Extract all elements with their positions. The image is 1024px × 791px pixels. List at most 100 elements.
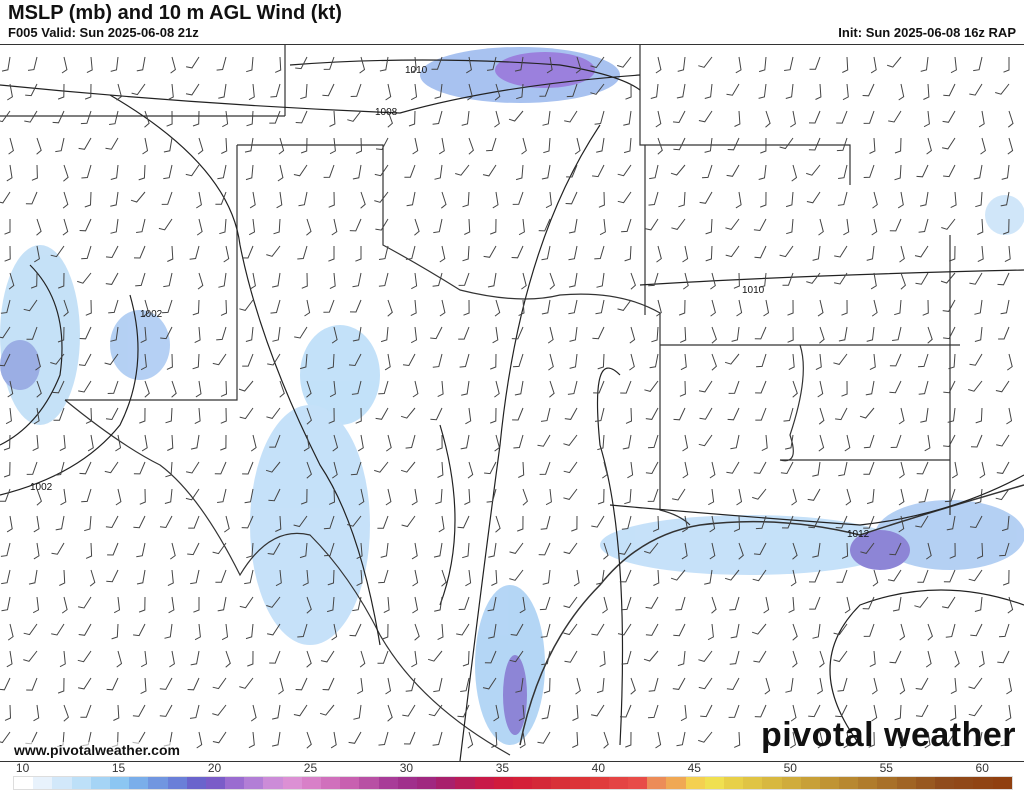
wind-barb [169, 650, 175, 668]
wind-barb [643, 650, 659, 662]
wind-barb [869, 353, 876, 371]
wind-barb [511, 245, 524, 259]
wind-barb [567, 380, 578, 395]
wind-barb [970, 623, 983, 637]
wind-barb [410, 299, 417, 317]
colorbar-cell [858, 777, 878, 789]
wind-barb [834, 245, 848, 258]
wind-barb [59, 569, 66, 586]
wind-barb [412, 596, 419, 614]
wind-barb [758, 56, 767, 73]
wind-barb [132, 704, 146, 717]
wind-barb [623, 137, 632, 154]
wind-barb [812, 542, 821, 558]
wind-barb [976, 542, 984, 559]
colorbar-tick-label: 55 [879, 761, 893, 775]
colorbar-cell [148, 777, 168, 789]
wind-barb [892, 596, 902, 612]
wind-barb [705, 245, 713, 262]
wind-barb [332, 434, 339, 452]
wind-barb [755, 515, 767, 530]
wind-barb [302, 569, 309, 587]
colorbar-cell [436, 777, 456, 789]
colorbar-tick-label: 30 [399, 761, 414, 775]
wind-barb [617, 164, 632, 177]
wind-barb [245, 326, 254, 342]
wind-barb [698, 434, 713, 447]
wind-barb [729, 650, 740, 665]
wind-barb [26, 326, 38, 340]
wind-barb [267, 353, 281, 366]
wind-barb [352, 164, 362, 180]
wind-barb [996, 434, 1010, 447]
wind-barb [217, 488, 227, 503]
wind-barb [85, 542, 93, 559]
wind-barb [348, 353, 362, 367]
wind-barb [647, 488, 659, 502]
wind-barb [487, 272, 497, 288]
wind-barb [411, 272, 418, 290]
wind-barb [0, 299, 11, 314]
wind-barb [621, 218, 632, 233]
wind-barb [36, 218, 42, 236]
wind-barb [304, 299, 311, 317]
wind-barb [568, 218, 578, 234]
colorbar-labels: 10 15 20 25 30 35 40 45 50 55 60 [0, 761, 1024, 775]
wind-barb [753, 650, 767, 663]
wind-barb [23, 650, 38, 662]
wind-barb [245, 164, 254, 181]
wind-barb [942, 731, 956, 744]
wind-barb [1007, 137, 1014, 155]
wind-barb [295, 56, 308, 70]
colorbar-cell [819, 777, 840, 789]
wind-barb [303, 434, 310, 452]
colorbar-cell [915, 777, 935, 789]
wind-barb [247, 650, 254, 667]
wind-barb [384, 353, 391, 371]
wind-barb [969, 353, 983, 366]
wind-barb [412, 569, 419, 587]
colorbar-cell [762, 777, 782, 789]
wind-barb [300, 137, 308, 154]
wind-barb [113, 704, 120, 721]
wind-barb [894, 137, 902, 154]
isobar-label: 1008 [375, 107, 398, 118]
wind-barb [779, 245, 794, 258]
wind-barb [980, 137, 986, 155]
wind-barb [110, 164, 119, 180]
wind-barb [592, 326, 605, 340]
wind-barb [222, 110, 229, 128]
wind-barb [300, 488, 308, 505]
wind-barb [564, 110, 578, 123]
wind-barb [818, 434, 825, 452]
wind-barb [752, 488, 767, 500]
wind-barb [592, 164, 605, 178]
wind-barb [275, 515, 282, 532]
wind-barb [437, 623, 444, 641]
wind-barb [322, 677, 335, 691]
wind-barb [563, 596, 578, 609]
wind-barb [815, 83, 822, 100]
wind-barb [549, 380, 555, 398]
wind-barb [752, 569, 767, 582]
wind-barb [432, 110, 443, 125]
wind-barb [84, 515, 92, 532]
wind-barb [462, 245, 470, 262]
wind-barb [486, 137, 497, 152]
wind-barb [460, 677, 470, 692]
wind-barb [105, 137, 119, 150]
wind-barb [594, 407, 605, 422]
wind-barb [625, 407, 633, 424]
colorbar-cell [14, 777, 34, 789]
wind-barb [842, 83, 849, 101]
wind-barb [136, 56, 146, 72]
wind-barb [973, 731, 983, 747]
wind-barb [165, 407, 173, 424]
wind-barb [105, 407, 119, 421]
wind-barb [196, 191, 202, 209]
wind-barb [458, 326, 470, 340]
wind-barb [511, 326, 524, 340]
wind-barb [458, 272, 470, 286]
wind-barb [438, 137, 445, 155]
wind-barb [353, 704, 362, 720]
